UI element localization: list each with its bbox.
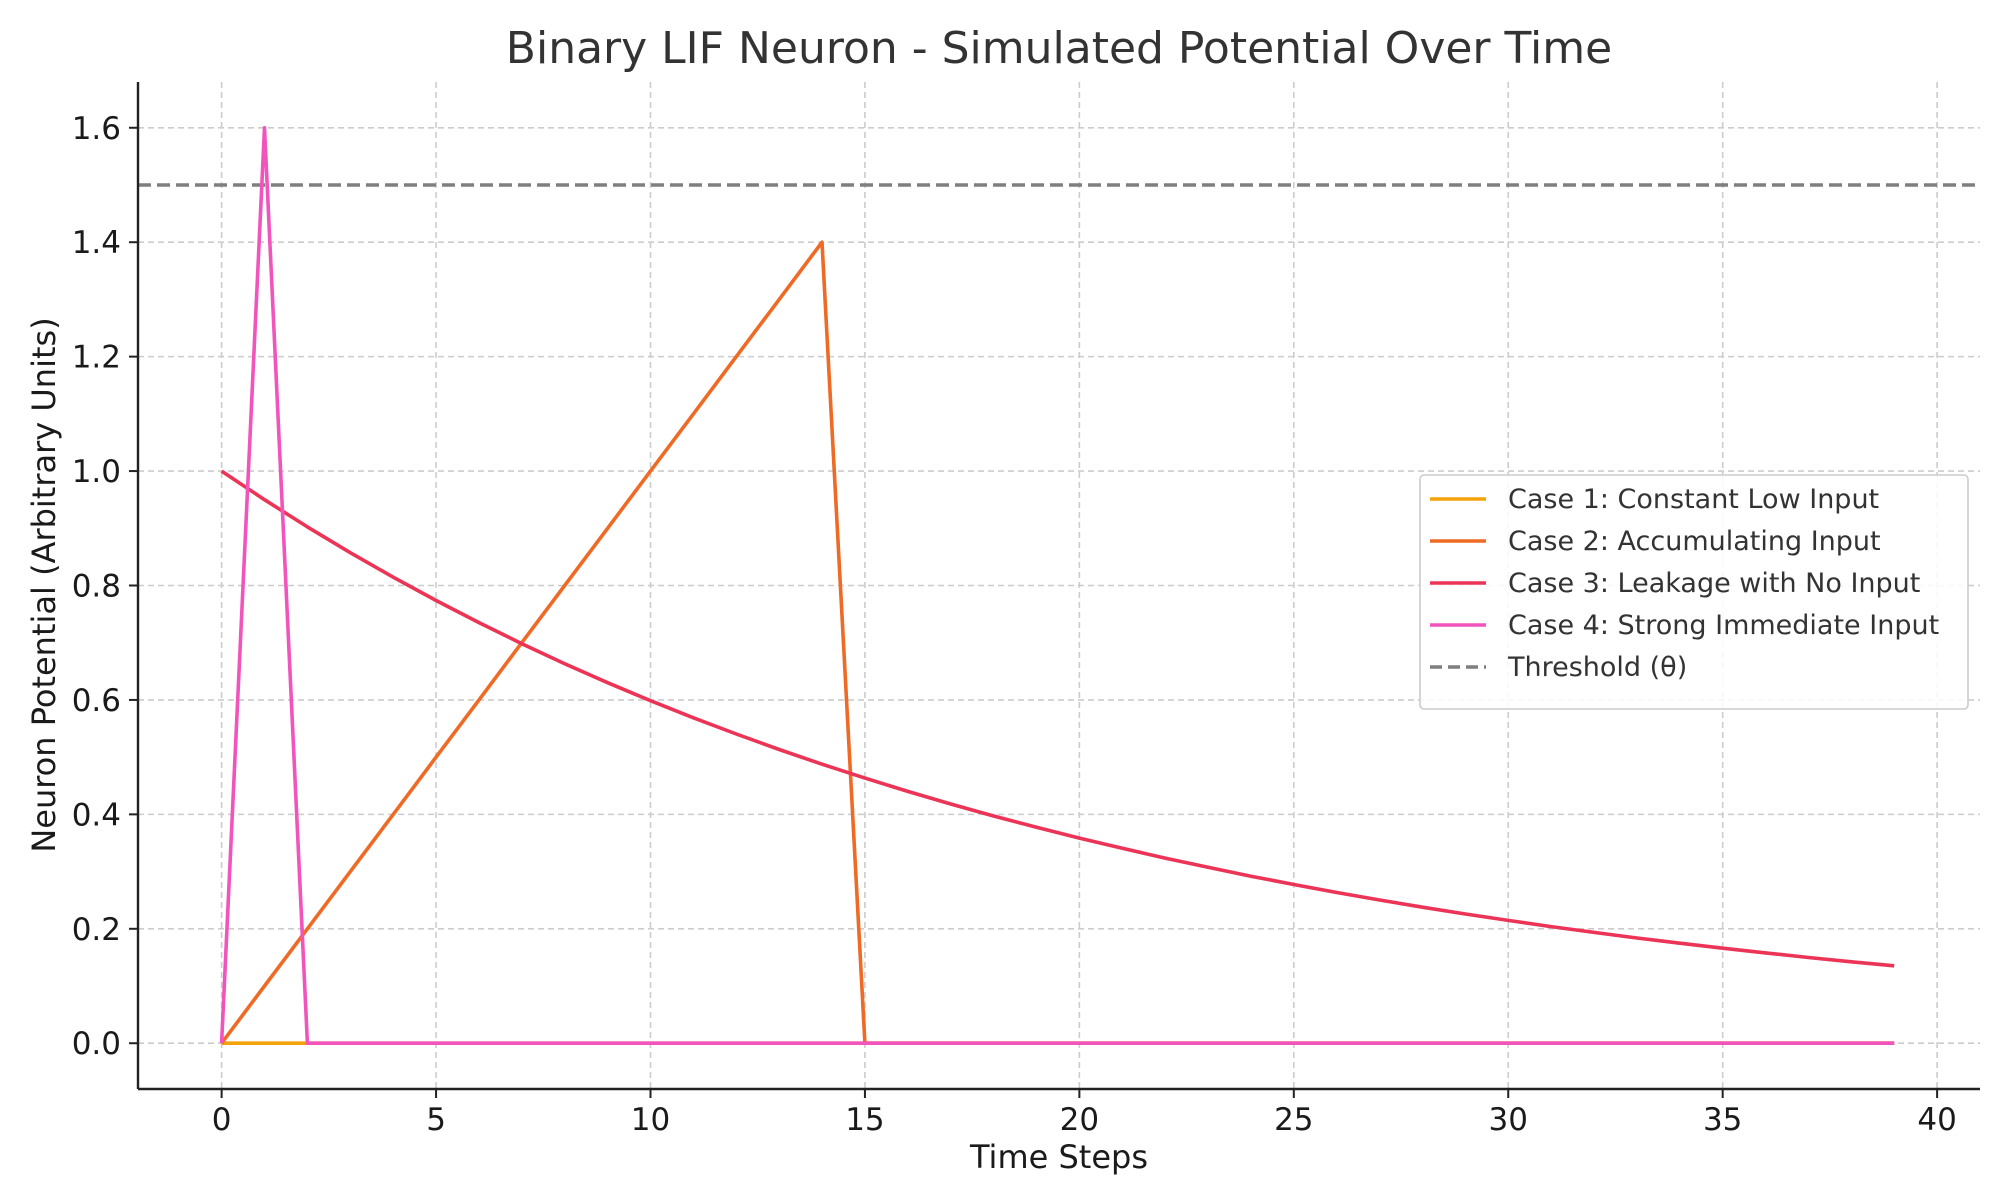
legend-label: Case 3: Leakage with No Input (1508, 568, 1920, 599)
y-tick-label: 0.2 (72, 912, 121, 948)
series-layer (138, 126, 1980, 1045)
legend-label: Case 1: Constant Low Input (1508, 484, 1879, 515)
x-tick-label: 25 (1274, 1102, 1313, 1138)
y-tick-label: 1.0 (72, 454, 121, 490)
y-tick-label: 1.2 (72, 340, 121, 376)
legend-label: Threshold (θ) (1507, 652, 1687, 683)
y-tick-label: 0.0 (72, 1026, 121, 1062)
x-tick-label: 20 (1060, 1102, 1099, 1138)
legend: Case 1: Constant Low Input Case 2: Accumu… (1419, 474, 1969, 710)
x-tick-label: 40 (1917, 1102, 1956, 1138)
y-tick-label: 0.6 (72, 683, 121, 719)
x-tick-label: 15 (845, 1102, 884, 1138)
y-tick-label: 1.6 (72, 111, 121, 147)
x-tick-label: 0 (212, 1102, 232, 1138)
x-tick-label: 5 (426, 1102, 446, 1138)
series-line-case-3 (220, 469, 1895, 968)
x-tick-label: 10 (631, 1102, 670, 1138)
legend-label: Case 4: Strong Immediate Input (1508, 610, 1939, 641)
legend-label: Case 2: Accumulating Input (1508, 526, 1881, 557)
chart-title: Binary LIF Neuron - Simulated Potential … (506, 23, 1612, 74)
y-tick-label: 1.4 (72, 225, 121, 261)
axes (129, 82, 1980, 1098)
x-tick-label: 30 (1489, 1102, 1528, 1138)
y-tick-label: 0.4 (72, 797, 121, 833)
x-tick-label: 35 (1703, 1102, 1742, 1138)
x-axis-label: Time Steps (969, 1138, 1148, 1176)
y-axis-label: Neuron Potential (Arbitrary Units) (25, 317, 63, 852)
tick-labels: 0 5 10 15 20 25 30 35 40 0.0 0.2 0.4 0.6 0.8 1.0 1.2 1.4… (72, 111, 1957, 1138)
legend-frame (1419, 474, 1969, 710)
series-line-case-4 (219, 126, 1895, 1045)
y-tick-label: 0.8 (72, 569, 121, 605)
